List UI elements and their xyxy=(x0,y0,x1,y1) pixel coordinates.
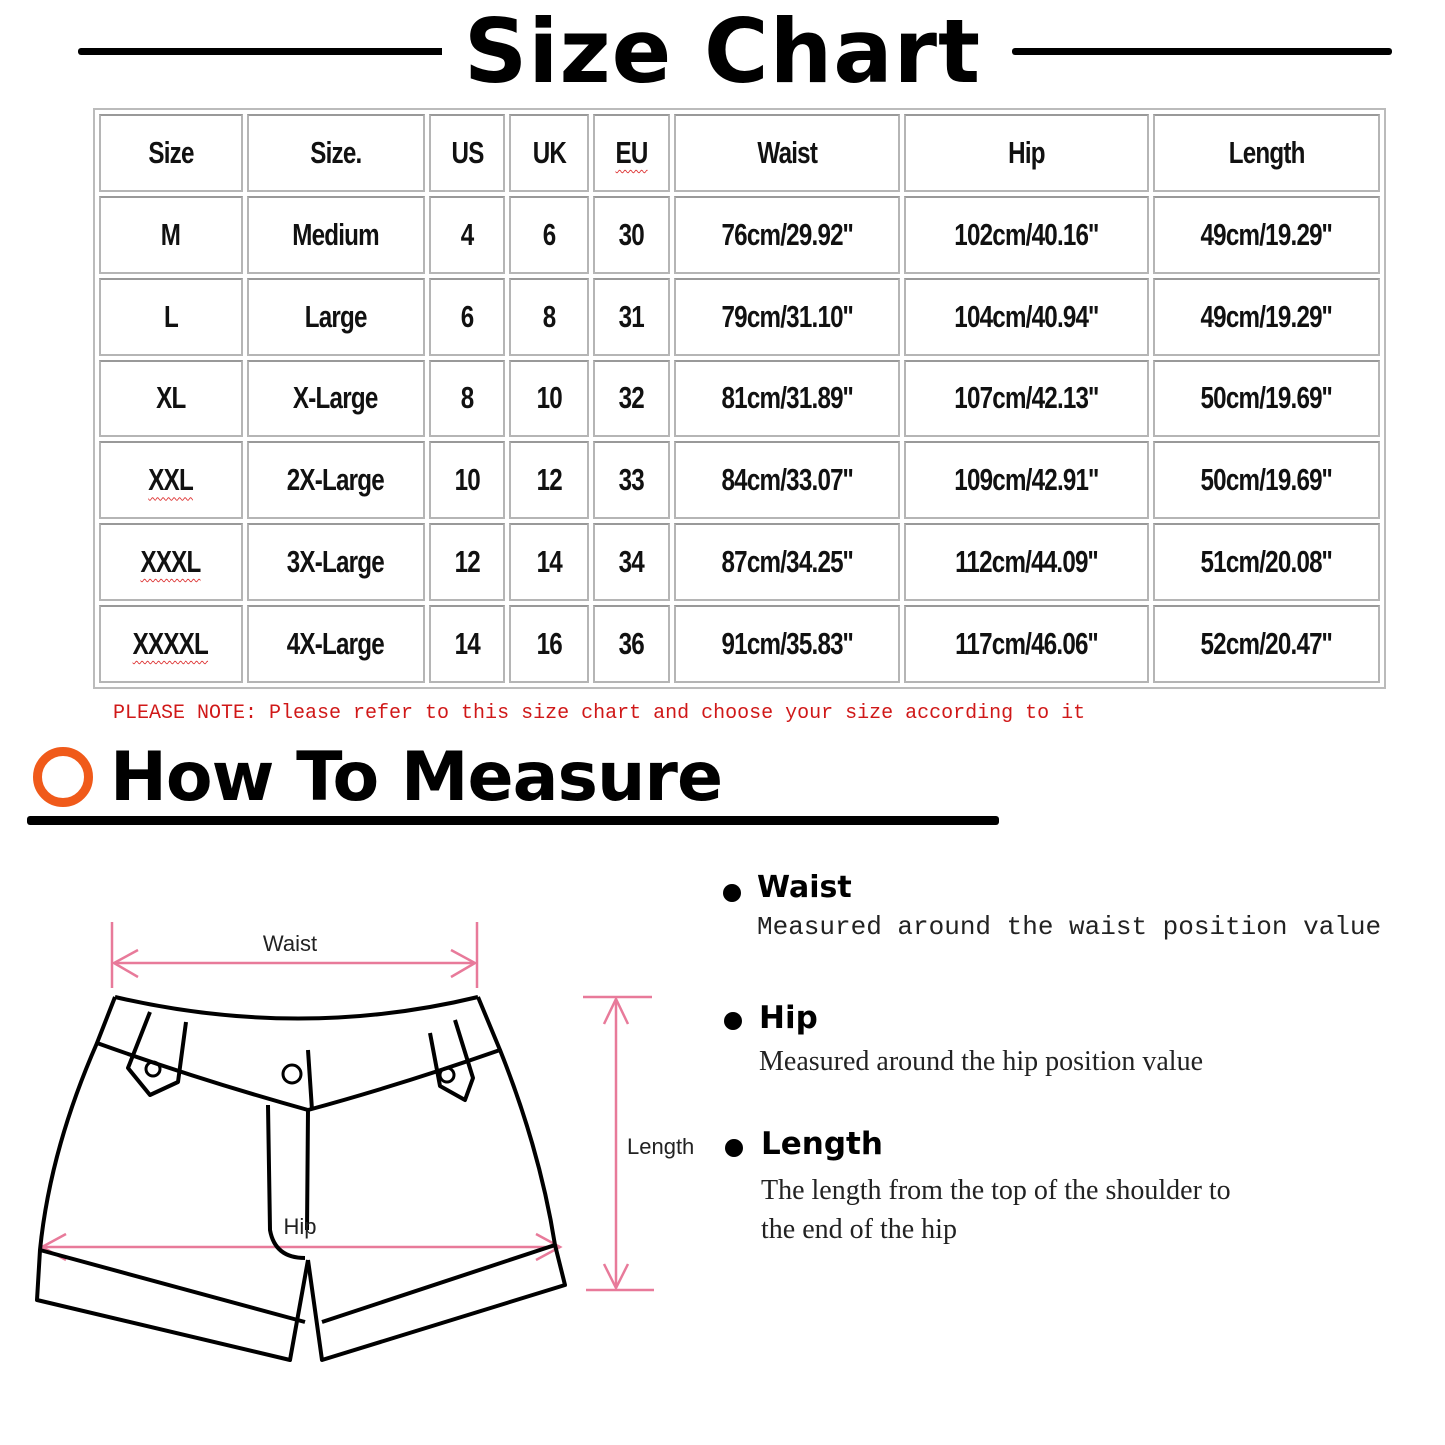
table-cell: 6 xyxy=(509,195,590,274)
table-cell: X-Large xyxy=(246,359,425,438)
table-cell: 49cm/19.29'' xyxy=(1152,195,1380,274)
table-cell: 16 xyxy=(509,605,590,683)
table-cell: 112cm/44.09'' xyxy=(904,523,1149,602)
table-row: L Large 6 8 31 79cm/31.10'' 104cm/40.94'' 49cm/… xyxy=(99,277,1380,356)
table-cell: 104cm/40.94'' xyxy=(904,277,1149,356)
bullet-icon xyxy=(723,884,741,902)
column-header: EU xyxy=(593,114,670,192)
table-cell: 32 xyxy=(593,359,670,438)
table-cell: 14 xyxy=(428,605,506,683)
table-cell: 4 xyxy=(428,195,506,274)
table-cell: 49cm/19.29'' xyxy=(1152,277,1380,356)
table-cell: 52cm/20.47'' xyxy=(1152,605,1380,683)
column-header: Size xyxy=(99,114,243,192)
column-header: US xyxy=(428,114,506,192)
size-note: PLEASE NOTE: Please refer to this size c… xyxy=(113,702,1086,725)
bullet-icon xyxy=(725,1139,743,1157)
table-cell: L xyxy=(99,277,243,356)
column-header: Length xyxy=(1152,114,1380,192)
column-header: UK xyxy=(509,114,590,192)
circle-bullet-icon xyxy=(33,747,93,807)
shorts-diagram: Waist Hip Length xyxy=(35,922,694,1362)
size-table: Size Size. US UK EU Waist Hip Length M Medium 4 6 30… xyxy=(93,108,1386,689)
section-title: How To Measure xyxy=(110,738,723,817)
table-cell: 10 xyxy=(428,441,506,520)
table-header-row: Size Size. US UK EU Waist Hip Length xyxy=(99,114,1380,192)
column-header: Waist xyxy=(673,114,901,192)
table-cell: 6 xyxy=(428,277,506,356)
table-row: XXXXL 4X-Large 14 16 36 91cm/35.83'' 117cm/46.… xyxy=(99,605,1380,683)
table-cell: Medium xyxy=(246,195,425,274)
length-heading: Length xyxy=(761,1126,883,1162)
diagram-label-waist: Waist xyxy=(263,931,317,956)
table-cell: 8 xyxy=(509,277,590,356)
table-cell: M xyxy=(99,195,243,274)
table-cell: 91cm/35.83'' xyxy=(673,605,901,683)
table-cell: 107cm/42.13'' xyxy=(904,359,1149,438)
table-cell: 50cm/19.69'' xyxy=(1152,441,1380,520)
table-cell: 4X-Large xyxy=(246,605,425,683)
table-cell: 12 xyxy=(509,441,590,520)
table-cell: 50cm/19.69'' xyxy=(1152,359,1380,438)
table-cell: 102cm/40.16'' xyxy=(904,195,1149,274)
table-row: M Medium 4 6 30 76cm/29.92'' 102cm/40.16'' 49cm… xyxy=(99,195,1380,274)
table-cell: XL xyxy=(99,359,243,438)
column-header: Hip xyxy=(904,114,1149,192)
diagram-label-hip: Hip xyxy=(283,1214,316,1239)
table-cell: 117cm/46.06'' xyxy=(904,605,1149,683)
bullet-icon xyxy=(724,1012,742,1030)
table-cell: 109cm/42.91'' xyxy=(904,441,1149,520)
table-cell: 14 xyxy=(509,523,590,602)
table-cell: 2X-Large xyxy=(246,441,425,520)
table-cell: 76cm/29.92'' xyxy=(673,195,901,274)
table-cell: 84cm/33.07'' xyxy=(673,441,901,520)
table-cell: XXXXL xyxy=(99,605,243,683)
table-cell: 87cm/34.25'' xyxy=(673,523,901,602)
table-cell: Large xyxy=(246,277,425,356)
diagram-label-length: Length xyxy=(627,1134,694,1159)
table-cell: 30 xyxy=(593,195,670,274)
table-row: XXL 2X-Large 10 12 33 84cm/33.07'' 109cm/42.91… xyxy=(99,441,1380,520)
table-cell: 36 xyxy=(593,605,670,683)
table-cell: 34 xyxy=(593,523,670,602)
table-cell: 3X-Large xyxy=(246,523,425,602)
table-cell: XXL xyxy=(99,441,243,520)
table-cell: 31 xyxy=(593,277,670,356)
length-description: The length from the top of the shoulder … xyxy=(761,1175,1231,1206)
table-cell: 79cm/31.10'' xyxy=(673,277,901,356)
length-description-line2: the end of the hip xyxy=(761,1214,957,1245)
title-rule-left xyxy=(78,48,468,55)
waist-description: Measured around the waist position value xyxy=(757,912,1382,942)
shorts-outline xyxy=(35,995,567,1362)
table-cell: 81cm/31.89'' xyxy=(673,359,901,438)
measure-lines xyxy=(39,922,654,1292)
table-cell: 8 xyxy=(428,359,506,438)
column-header: Size. xyxy=(246,114,425,192)
hip-description: Measured around the hip position value xyxy=(759,1046,1204,1077)
table-row: XL X-Large 8 10 32 81cm/31.89'' 107cm/42.13'' 5… xyxy=(99,359,1380,438)
section-rule xyxy=(27,816,999,825)
title-rule-right xyxy=(1012,48,1392,55)
waist-heading: Waist xyxy=(757,870,852,905)
table-cell: 51cm/20.08'' xyxy=(1152,523,1380,602)
table-cell: 33 xyxy=(593,441,670,520)
table-cell: 12 xyxy=(428,523,506,602)
table-cell: XXXL xyxy=(99,523,243,602)
table-cell: 10 xyxy=(509,359,590,438)
hip-heading: Hip xyxy=(759,1000,818,1036)
page-title: Size Chart xyxy=(0,0,1445,104)
table-row: XXXL 3X-Large 12 14 34 87cm/34.25'' 112cm/44.0… xyxy=(99,523,1380,602)
